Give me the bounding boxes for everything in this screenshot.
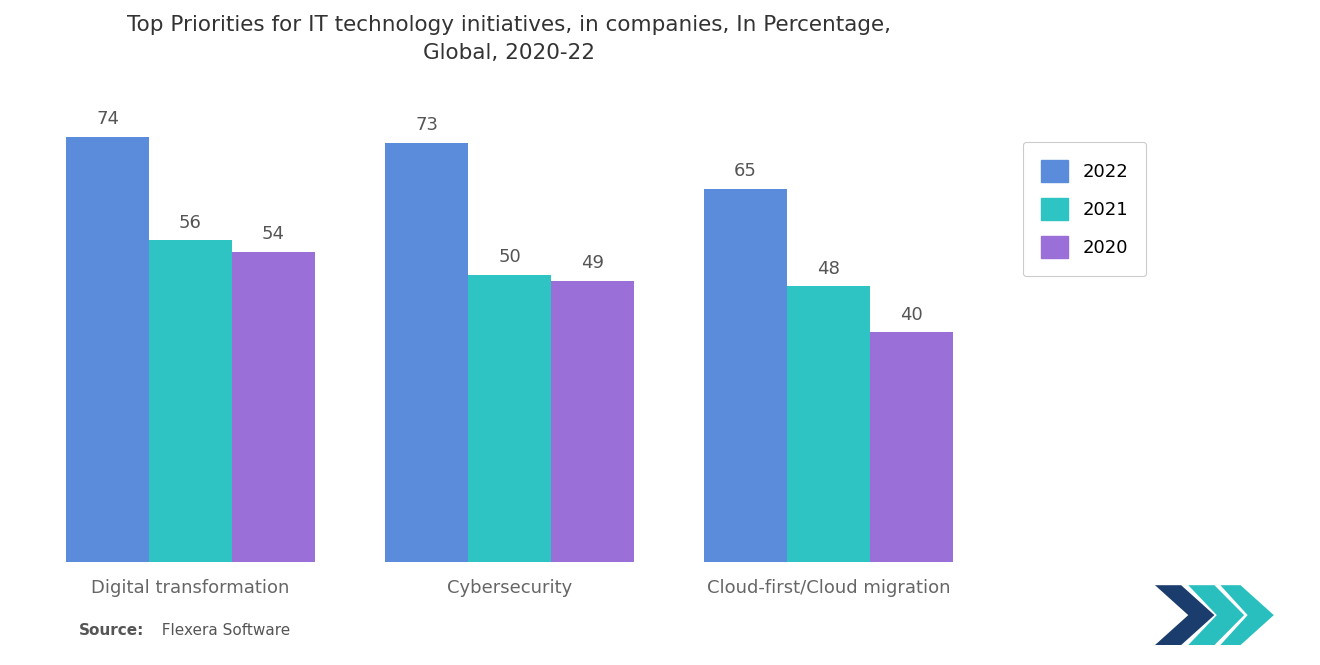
Text: 49: 49 (581, 254, 605, 272)
Bar (66, 137, 149, 562)
Polygon shape (1188, 585, 1243, 645)
Text: Source:: Source: (79, 623, 145, 638)
Text: 74: 74 (96, 110, 119, 128)
Text: 50: 50 (498, 248, 521, 266)
Text: 40: 40 (900, 306, 923, 324)
Bar (870, 332, 953, 562)
Text: Flexera Software: Flexera Software (152, 623, 290, 638)
Polygon shape (1155, 585, 1214, 645)
Text: 48: 48 (817, 260, 840, 278)
Title: Top Priorities for IT technology initiatives, in companies, In Percentage,
Globa: Top Priorities for IT technology initiat… (128, 15, 891, 63)
Text: 73: 73 (414, 116, 438, 134)
Bar (149, 241, 232, 562)
Polygon shape (1220, 585, 1274, 645)
Text: 54: 54 (261, 225, 285, 243)
Text: 65: 65 (734, 162, 756, 180)
Text: 56: 56 (180, 214, 202, 232)
Bar (469, 275, 550, 562)
Legend: 2022, 2021, 2020: 2022, 2021, 2020 (1023, 142, 1146, 276)
Bar (787, 287, 870, 562)
Bar (704, 189, 787, 562)
Bar (550, 281, 634, 562)
Bar (232, 252, 315, 562)
Bar (385, 143, 469, 562)
